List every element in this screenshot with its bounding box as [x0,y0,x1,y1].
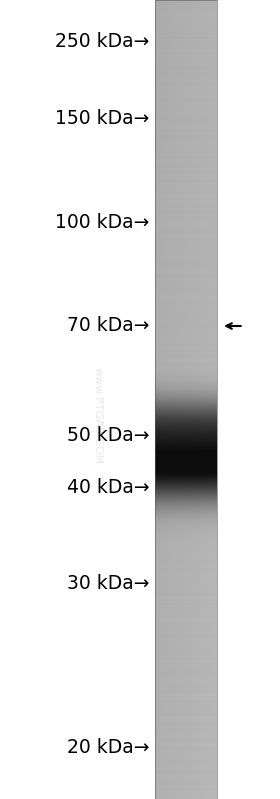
Text: 50 kDa→: 50 kDa→ [67,426,150,445]
Text: 30 kDa→: 30 kDa→ [67,574,150,593]
Text: 40 kDa→: 40 kDa→ [67,478,150,497]
Text: 70 kDa→: 70 kDa→ [67,316,150,336]
Text: 250 kDa→: 250 kDa→ [55,32,150,51]
Text: www.PTGAB.COM: www.PTGAB.COM [93,367,103,464]
Text: 100 kDa→: 100 kDa→ [55,213,150,232]
Text: 20 kDa→: 20 kDa→ [67,737,150,757]
Bar [155,0,217,799]
Text: 150 kDa→: 150 kDa→ [55,109,150,128]
